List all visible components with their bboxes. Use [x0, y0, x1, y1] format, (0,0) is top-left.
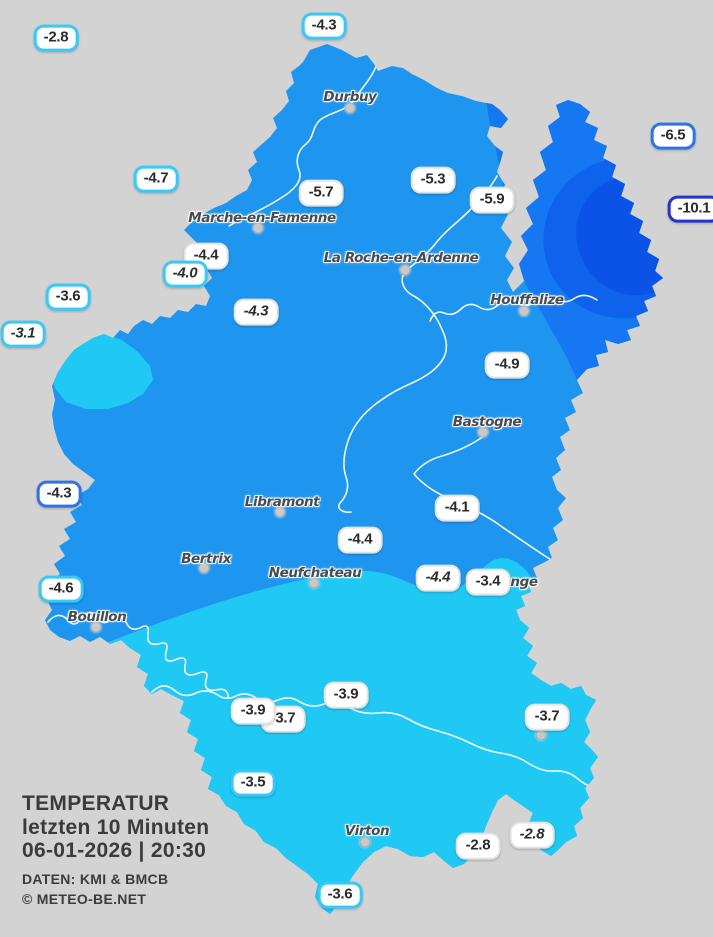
temp-value: -4.3: [311, 16, 337, 34]
city-label: Houffalize: [490, 292, 564, 308]
temp-value: -2.8: [465, 836, 491, 854]
temp-badge: -2.8: [509, 821, 555, 849]
temp-badge: -3.9: [230, 697, 276, 725]
temp-value: -4.7: [143, 169, 169, 187]
temp-value: -4.3: [243, 302, 269, 320]
temp-badge: -3.9: [323, 681, 369, 709]
city-label: Bastogne: [452, 414, 522, 430]
temp-badge: -4.7: [133, 165, 179, 193]
temp-badge: -4.3: [36, 480, 82, 508]
river-ourthe-central: [338, 175, 498, 513]
temp-value: -4.1: [444, 498, 470, 516]
title-block: TEMPERATUR letzten 10 Minuten 06-01-2026…: [22, 792, 209, 909]
temp-value: -2.8: [43, 28, 69, 46]
temp-value: -4.3: [46, 484, 72, 502]
city-label: nge: [510, 574, 538, 590]
temp-badge: -4.4: [415, 564, 461, 592]
temp-value: -3.4: [475, 572, 501, 590]
city-dot: [90, 621, 102, 633]
temp-badge: -3.1: [0, 320, 46, 348]
city-dot: [198, 562, 210, 574]
map-title: TEMPERATUR: [22, 792, 170, 815]
city-dot: [518, 305, 530, 317]
temp-value: -3.5: [240, 773, 266, 791]
temp-value: -3.6: [55, 287, 81, 305]
temp-badge: -3.4: [465, 568, 511, 596]
temp-value: -4.6: [48, 579, 74, 597]
city-label: Virton: [344, 823, 390, 839]
temp-value: -5.7: [308, 183, 334, 201]
temp-value: -3.6: [327, 885, 353, 903]
map-subtitle: letzten 10 Minuten: [22, 815, 210, 839]
temp-badge: -6.5: [650, 122, 696, 150]
temp-badge: -5.7: [298, 179, 344, 207]
map-region-west-warm: [50, 334, 153, 409]
city-dot: [252, 222, 264, 234]
temp-value: -4.4: [347, 530, 373, 548]
temp-value: -3.9: [240, 701, 266, 719]
city-label: Bertrix: [181, 551, 231, 567]
temp-badge: -4.9: [484, 351, 530, 379]
temp-value: -3.1: [10, 324, 36, 342]
temp-value: -3.7: [534, 707, 560, 725]
temp-value: -5.3: [420, 170, 446, 188]
temp-value: -3.7: [270, 709, 296, 727]
city-label: La Roche-en-Ardenne: [323, 250, 479, 266]
temp-badge: -3.7: [524, 703, 570, 731]
temp-badge: -3.6: [317, 881, 363, 909]
temp-value: -4.4: [193, 246, 219, 264]
temp-badge: -2.8: [33, 24, 79, 52]
river-houffalize: [429, 294, 598, 322]
city-label: Durbuy: [323, 89, 377, 105]
temp-value: -10.1: [677, 199, 711, 217]
temp-badge: -4.4: [337, 526, 383, 554]
temp-badge: -5.9: [469, 186, 515, 214]
temp-badge: -3.5: [230, 769, 276, 797]
city-dot: [399, 264, 411, 276]
temp-badge: -4.1: [434, 494, 480, 522]
temp-badge: -2.8: [455, 832, 501, 860]
city-dot: [477, 426, 489, 438]
city-dot: [274, 506, 286, 518]
city-label: Marche-en-Famenne: [188, 210, 336, 226]
city-dot: [344, 102, 356, 114]
temp-value: -4.9: [494, 355, 520, 373]
temp-value: -5.9: [479, 190, 505, 208]
temp-badge: -4.0: [162, 260, 208, 288]
city-label: Bouillon: [67, 609, 127, 625]
temp-value: -4.4: [425, 568, 451, 586]
city-dot: [359, 836, 371, 848]
temp-value: -3.9: [333, 685, 359, 703]
data-source: DATEN: KMI & BMCB: [22, 870, 169, 887]
copyright: © METEO-BE.NET: [22, 890, 147, 907]
temp-badge: -4.6: [38, 575, 84, 603]
map-datetime: 06-01-2026 | 20:30: [22, 839, 207, 862]
temp-badge: -5.3: [410, 166, 456, 194]
city-label: Libramont: [244, 494, 320, 510]
temp-value: -4.0: [172, 264, 198, 282]
city-label: Neufchateau: [268, 565, 362, 581]
river-semois: [47, 611, 229, 698]
temp-value: -2.8: [519, 825, 545, 843]
city-dot: [308, 577, 320, 589]
temp-badge: -3.6: [45, 283, 91, 311]
temp-value: -6.5: [660, 126, 686, 144]
temp-badge: -4.3: [301, 12, 347, 40]
temp-badge: -4.3: [233, 298, 279, 326]
temp-badge: -10.1: [667, 195, 713, 223]
